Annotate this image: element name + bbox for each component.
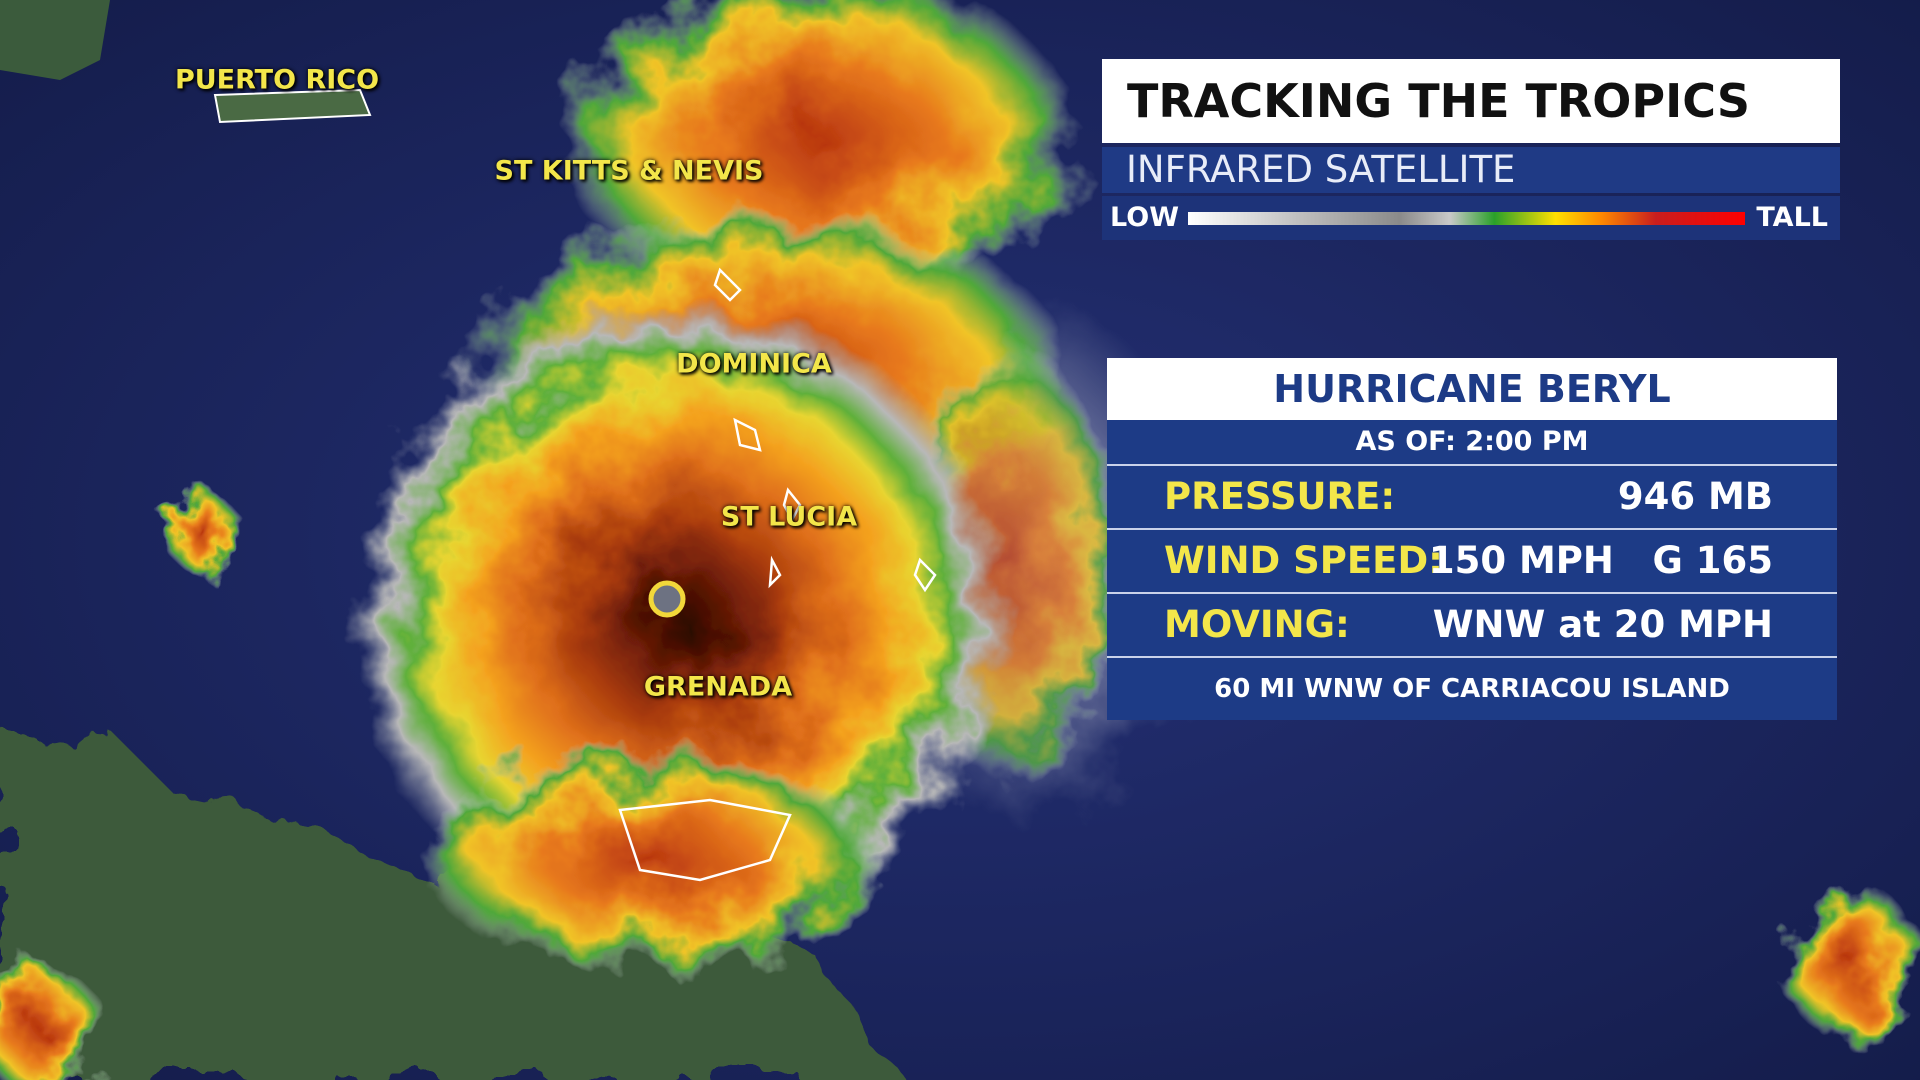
storm-row: PRESSURE: 946 MB [1107,466,1837,530]
storm-panel: HURRICANE BERYL AS OF: 2:00 PM PRESSURE:… [1107,358,1837,720]
header-subtitle: INFRARED SATELLITE [1102,147,1840,193]
rain-band [420,750,880,970]
hurricane-eye [648,580,686,618]
row-value: 946 MB [1617,475,1773,518]
cloud-cluster [0,970,110,1080]
map-label: DOMINICA [676,348,832,380]
storm-row: MOVING: WNW at 20 MPH [1107,594,1837,658]
legend: LOW TALL [1102,196,1840,240]
storm-row: WIND SPEED: 150 MPH G 165 [1107,530,1837,594]
storm-time: AS OF: 2:00 PM [1107,420,1837,466]
row-label: PRESSURE: [1164,475,1396,518]
hispaniola [0,0,110,80]
row-label: MOVING: [1164,603,1350,646]
puerto-rico [213,88,372,124]
map-label: ST KITTS & NEVIS [494,155,764,187]
legend-low: LOW [1110,202,1179,233]
storm-title: HURRICANE BERYL [1107,358,1837,420]
legend-high: TALL [1756,202,1828,233]
header-title: TRACKING THE TROPICS [1102,59,1840,143]
map-label: GRENADA [643,671,793,703]
map-label: ST LUCIA [720,501,858,533]
row-label: WIND SPEED: [1164,539,1443,582]
storm-location: 60 MI WNW OF CARRIACOU ISLAND [1214,674,1730,704]
row-value: WNW at 20 MPH [1432,603,1773,646]
cloud-cluster [160,490,240,570]
legend-scale [1188,212,1745,225]
row-value: 150 MPH G 165 [1428,539,1773,582]
cloud-cluster [1780,880,1920,1040]
island-outlines [618,267,937,882]
map-label: PUERTO RICO [174,64,380,96]
